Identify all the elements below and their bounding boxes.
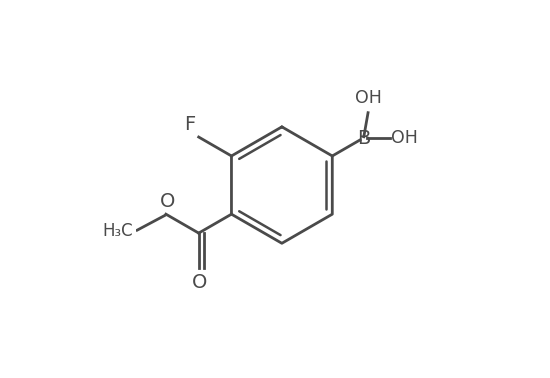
Text: OH: OH xyxy=(355,90,382,107)
Text: OH: OH xyxy=(391,130,418,147)
Text: O: O xyxy=(192,273,207,292)
Text: B: B xyxy=(357,129,370,148)
Text: F: F xyxy=(185,115,196,134)
Text: H₃C: H₃C xyxy=(103,222,133,240)
Text: O: O xyxy=(160,192,175,211)
